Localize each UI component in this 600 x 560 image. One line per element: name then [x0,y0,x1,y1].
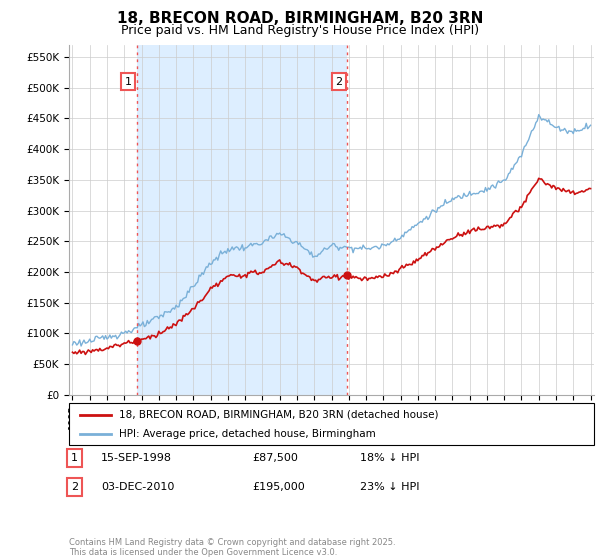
Text: Price paid vs. HM Land Registry's House Price Index (HPI): Price paid vs. HM Land Registry's House … [121,24,479,36]
Text: HPI: Average price, detached house, Birmingham: HPI: Average price, detached house, Birm… [119,429,376,439]
Text: 18, BRECON ROAD, BIRMINGHAM, B20 3RN (detached house): 18, BRECON ROAD, BIRMINGHAM, B20 3RN (de… [119,409,439,419]
Text: 15-SEP-1998: 15-SEP-1998 [101,453,172,463]
Text: 2: 2 [71,482,78,492]
Text: £195,000: £195,000 [252,482,305,492]
Text: 23% ↓ HPI: 23% ↓ HPI [360,482,419,492]
Text: 03-DEC-2010: 03-DEC-2010 [101,482,174,492]
Text: £87,500: £87,500 [252,453,298,463]
Text: 1: 1 [124,77,131,87]
Bar [137,45,347,395]
Text: 1: 1 [71,453,78,463]
Text: 2: 2 [335,77,343,87]
Text: Contains HM Land Registry data © Crown copyright and database right 2025.
This d: Contains HM Land Registry data © Crown c… [69,538,395,557]
Text: 18, BRECON ROAD, BIRMINGHAM, B20 3RN: 18, BRECON ROAD, BIRMINGHAM, B20 3RN [117,11,483,26]
Text: 18% ↓ HPI: 18% ↓ HPI [360,453,419,463]
FancyBboxPatch shape [69,403,594,445]
